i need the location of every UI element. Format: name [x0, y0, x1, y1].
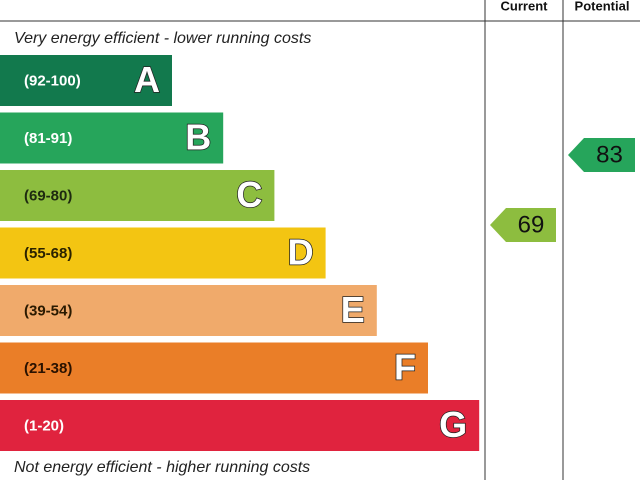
rating-value: 69	[518, 211, 545, 238]
band-bar	[0, 112, 224, 164]
band-letter: E	[341, 289, 365, 330]
band-letter: F	[394, 347, 416, 388]
band-letter: C	[236, 174, 262, 215]
band-bar	[0, 170, 275, 221]
band-letter: G	[439, 404, 467, 445]
band-range: (39-54)	[24, 302, 72, 319]
band-letter: B	[185, 117, 211, 158]
band-range: (21-38)	[24, 360, 72, 377]
current-header: Current	[501, 0, 549, 13]
band-bar	[0, 285, 377, 336]
band-letter: A	[134, 59, 160, 100]
band-bar	[0, 227, 326, 279]
band-range: (81-91)	[24, 130, 72, 147]
band-range: (1-20)	[24, 417, 64, 434]
top-note: Very energy efficient - lower running co…	[14, 30, 311, 47]
band-range: (55-68)	[24, 245, 72, 262]
band-range: (92-100)	[24, 72, 81, 89]
bottom-note: Not energy efficient - higher running co…	[14, 459, 310, 476]
band-range: (69-80)	[24, 187, 72, 204]
band-bar	[0, 342, 428, 394]
band-bar	[0, 400, 480, 451]
potential-header: Potential	[575, 0, 630, 13]
rating-arrow	[490, 208, 556, 242]
rating-value: 83	[596, 141, 623, 168]
band-bar	[0, 55, 172, 106]
rating-arrow	[568, 138, 635, 172]
band-letter: D	[288, 232, 314, 273]
